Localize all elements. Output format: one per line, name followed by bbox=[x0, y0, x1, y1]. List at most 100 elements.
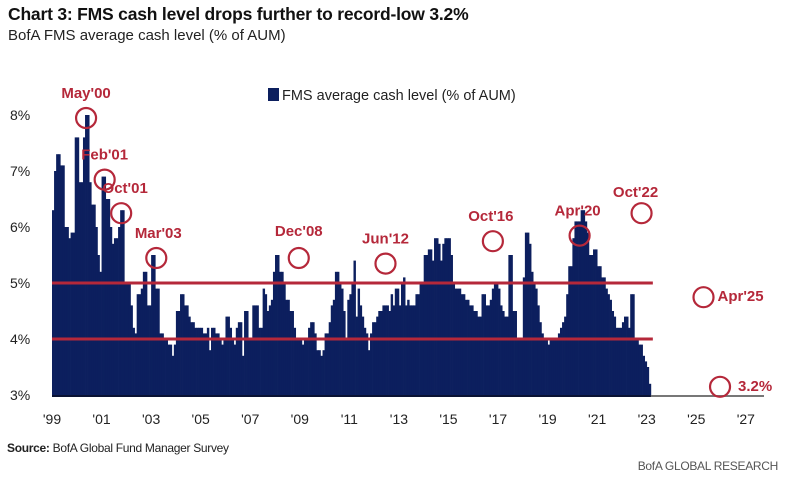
data-bar bbox=[268, 305, 272, 395]
data-bar bbox=[146, 305, 150, 395]
data-bar bbox=[485, 305, 489, 395]
data-bar bbox=[396, 288, 400, 395]
data-bar bbox=[177, 311, 181, 395]
data-bar bbox=[303, 339, 307, 395]
data-bar bbox=[390, 294, 394, 395]
annotation-label: Oct'16 bbox=[468, 208, 513, 225]
data-bar bbox=[520, 339, 524, 395]
data-bar bbox=[167, 344, 171, 395]
data-bar bbox=[301, 344, 305, 395]
data-bar bbox=[169, 344, 173, 395]
x-tick-label: '03 bbox=[142, 411, 160, 427]
data-bar bbox=[467, 299, 470, 395]
data-bar bbox=[130, 305, 133, 395]
data-bar bbox=[603, 277, 606, 395]
data-bar bbox=[217, 333, 220, 395]
data-bar bbox=[314, 333, 317, 395]
chart-subtitle: BofA FMS average cash level (% of AUM) bbox=[8, 27, 286, 44]
legend: FMS average cash level (% of AUM) bbox=[268, 88, 516, 104]
data-bar bbox=[239, 322, 243, 395]
data-bar bbox=[508, 255, 511, 395]
data-bar bbox=[500, 305, 503, 395]
data-bar bbox=[510, 255, 513, 395]
data-bar bbox=[417, 294, 420, 395]
data-bar bbox=[498, 288, 501, 395]
data-bar bbox=[584, 221, 588, 395]
data-bar bbox=[526, 232, 530, 395]
data-bar bbox=[97, 255, 100, 395]
data-bar bbox=[483, 294, 487, 395]
data-bar bbox=[103, 176, 107, 395]
data-bar bbox=[370, 333, 373, 395]
data-bar bbox=[394, 288, 398, 395]
data-bar bbox=[438, 243, 441, 395]
data-bar bbox=[355, 316, 358, 395]
data-bar bbox=[186, 305, 189, 395]
data-bar bbox=[231, 339, 235, 395]
data-bar bbox=[491, 288, 495, 395]
data-bar bbox=[644, 361, 648, 395]
data-bar bbox=[617, 327, 621, 395]
data-bar bbox=[254, 305, 257, 395]
data-bar bbox=[306, 339, 309, 395]
data-bar bbox=[568, 266, 571, 395]
data-bar bbox=[398, 305, 402, 395]
data-bar bbox=[256, 305, 259, 395]
annotation-label: Apr'20 bbox=[555, 203, 601, 220]
source-text: BofA Global Fund Manager Survey bbox=[49, 441, 229, 455]
x-tick-label: '19 bbox=[538, 411, 556, 427]
data-bar bbox=[248, 339, 251, 395]
annotation-circle bbox=[110, 202, 133, 225]
data-bar bbox=[328, 322, 332, 395]
data-bar bbox=[277, 255, 280, 395]
y-tick-label: 8% bbox=[10, 107, 30, 123]
x-tick-label: '23 bbox=[638, 411, 656, 427]
data-bar bbox=[524, 232, 528, 395]
data-bar bbox=[161, 333, 164, 395]
data-bar bbox=[264, 294, 268, 395]
annotation-circle bbox=[287, 246, 310, 270]
data-bar bbox=[87, 115, 90, 395]
annotation-label: Feb'01 bbox=[81, 147, 128, 164]
data-bar bbox=[198, 327, 202, 395]
data-bar bbox=[628, 327, 631, 395]
data-bar bbox=[374, 322, 377, 395]
data-bar bbox=[372, 322, 375, 395]
data-bar bbox=[136, 294, 140, 395]
data-bar bbox=[566, 294, 569, 395]
data-bar bbox=[297, 339, 301, 395]
data-bar bbox=[82, 137, 86, 395]
data-bar bbox=[384, 305, 387, 395]
annotation-label: Oct'01 bbox=[103, 180, 148, 197]
data-bar bbox=[85, 115, 88, 395]
data-bar bbox=[407, 299, 410, 395]
data-bar bbox=[473, 311, 476, 395]
data-bar bbox=[206, 327, 210, 395]
data-bar bbox=[646, 367, 650, 395]
data-bar bbox=[392, 305, 396, 395]
data-bar bbox=[293, 327, 297, 395]
data-bar bbox=[562, 322, 565, 395]
data-bar bbox=[109, 227, 113, 395]
brand-label: BofA GLOBAL RESEARCH bbox=[637, 459, 779, 473]
data-bar bbox=[275, 255, 278, 395]
data-bar bbox=[196, 327, 199, 395]
data-bar bbox=[425, 255, 429, 395]
area-series bbox=[52, 115, 652, 395]
data-bar bbox=[621, 322, 625, 395]
data-bar bbox=[237, 322, 241, 395]
data-bar bbox=[462, 294, 466, 395]
annotation-circle bbox=[568, 224, 591, 247]
data-bar bbox=[289, 311, 292, 395]
data-bar bbox=[456, 288, 460, 395]
data-bar bbox=[613, 316, 617, 395]
data-bar bbox=[624, 316, 627, 395]
x-tick-label: '07 bbox=[241, 411, 259, 427]
chart-title: Chart 3: FMS cash level drops further to… bbox=[8, 4, 469, 24]
data-bar bbox=[299, 339, 303, 395]
data-bar bbox=[551, 339, 555, 395]
data-bar bbox=[241, 355, 245, 395]
data-bar bbox=[107, 199, 111, 395]
data-bar bbox=[200, 327, 204, 395]
data-bar bbox=[580, 210, 584, 395]
